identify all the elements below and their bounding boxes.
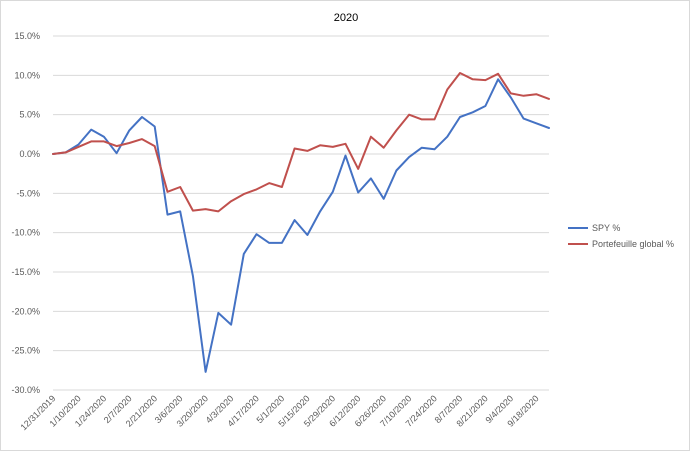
chart-title: 2020 bbox=[334, 12, 358, 24]
x-axis: 12/31/20191/10/20201/24/20202/7/20202/21… bbox=[18, 393, 540, 432]
y-tick-label: -15.0% bbox=[11, 267, 40, 277]
y-tick-label: 0.0% bbox=[19, 149, 40, 159]
y-tick-label: -20.0% bbox=[11, 306, 40, 316]
y-tick-label: 10.0% bbox=[14, 70, 40, 80]
legend-label: Portefeuille global % bbox=[592, 239, 674, 249]
legend-label: SPY % bbox=[592, 223, 620, 233]
series-lines bbox=[52, 72, 550, 373]
series-line-2 bbox=[52, 72, 550, 213]
gridlines bbox=[53, 35, 549, 391]
y-tick-label: 15.0% bbox=[14, 31, 40, 41]
y-tick-label: -30.0% bbox=[11, 385, 40, 395]
y-tick-label: -5.0% bbox=[16, 188, 40, 198]
y-tick-label: -10.0% bbox=[11, 228, 40, 238]
y-axis: 15.0% 10.0% 5.0% 0.0% -5.0% -10.0% -15.0% -20.0… bbox=[11, 31, 40, 395]
y-tick-label: 5.0% bbox=[19, 110, 40, 120]
legend: SPY % Portefeuille global % bbox=[568, 223, 674, 249]
y-tick-label: -25.0% bbox=[11, 346, 40, 356]
series-line-1 bbox=[52, 78, 550, 373]
